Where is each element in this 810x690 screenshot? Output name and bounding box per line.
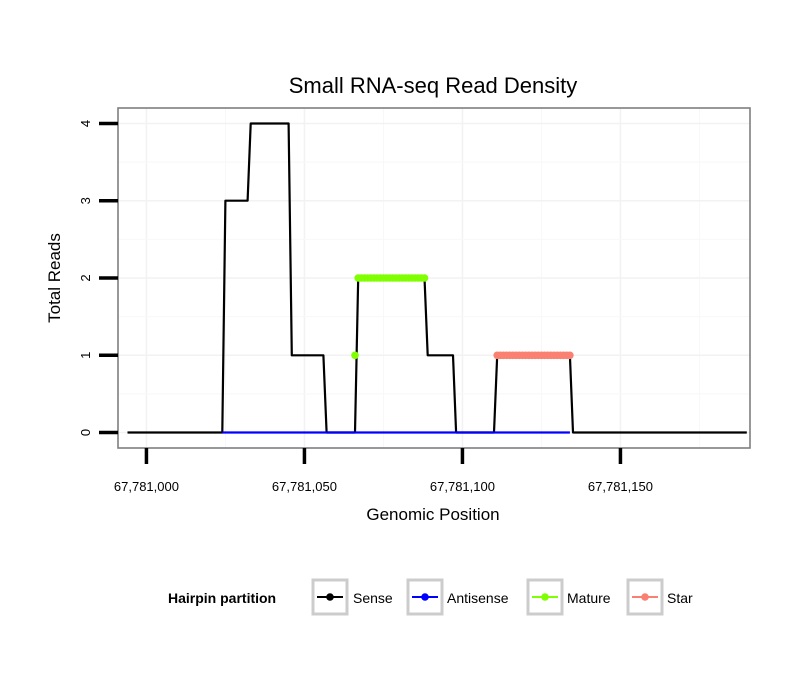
x-tick-label: 67,781,150 bbox=[588, 479, 653, 494]
y-axis-title: Total Reads bbox=[45, 233, 64, 323]
y-tick-label: 0 bbox=[78, 429, 93, 436]
series-star bbox=[493, 351, 574, 360]
legend-label: Sense bbox=[353, 590, 393, 606]
legend-key-point bbox=[641, 593, 649, 601]
point-star bbox=[566, 351, 574, 360]
legend-key-point bbox=[421, 593, 429, 601]
series-mature bbox=[351, 274, 429, 360]
legend-item-antisense: Antisense bbox=[406, 578, 509, 616]
legend-key-point bbox=[541, 593, 549, 601]
x-tick-label: 67,781,050 bbox=[272, 479, 337, 494]
legend-label: Antisense bbox=[447, 590, 509, 606]
legend-item-mature: Mature bbox=[526, 578, 611, 616]
legend-item-sense: Sense bbox=[311, 578, 393, 616]
legend-label: Star bbox=[667, 590, 693, 606]
legend-item-star: Star bbox=[626, 578, 693, 616]
legend-key-point bbox=[326, 593, 334, 601]
x-tick-label: 67,781,000 bbox=[114, 479, 179, 494]
point-mature bbox=[420, 274, 429, 282]
x-axis-title: Genomic Position bbox=[366, 505, 499, 524]
y-tick-label: 3 bbox=[78, 197, 93, 204]
x-tick-label: 67,781,100 bbox=[430, 479, 495, 494]
series-layer bbox=[127, 122, 747, 434]
y-tick-label: 2 bbox=[78, 274, 93, 281]
y-tick-label: 4 bbox=[78, 120, 93, 127]
legend: Hairpin partition Sense Antisense Mature St… bbox=[168, 578, 693, 616]
y-tick-label: 1 bbox=[78, 352, 93, 359]
legend-title: Hairpin partition bbox=[168, 590, 276, 606]
point-mature bbox=[351, 351, 359, 360]
chart-title: Small RNA-seq Read Density bbox=[289, 73, 578, 98]
legend-label: Mature bbox=[567, 590, 611, 606]
axes: 67,781,000 67,781,050 67,781,100 67,781,150… bbox=[78, 120, 653, 494]
